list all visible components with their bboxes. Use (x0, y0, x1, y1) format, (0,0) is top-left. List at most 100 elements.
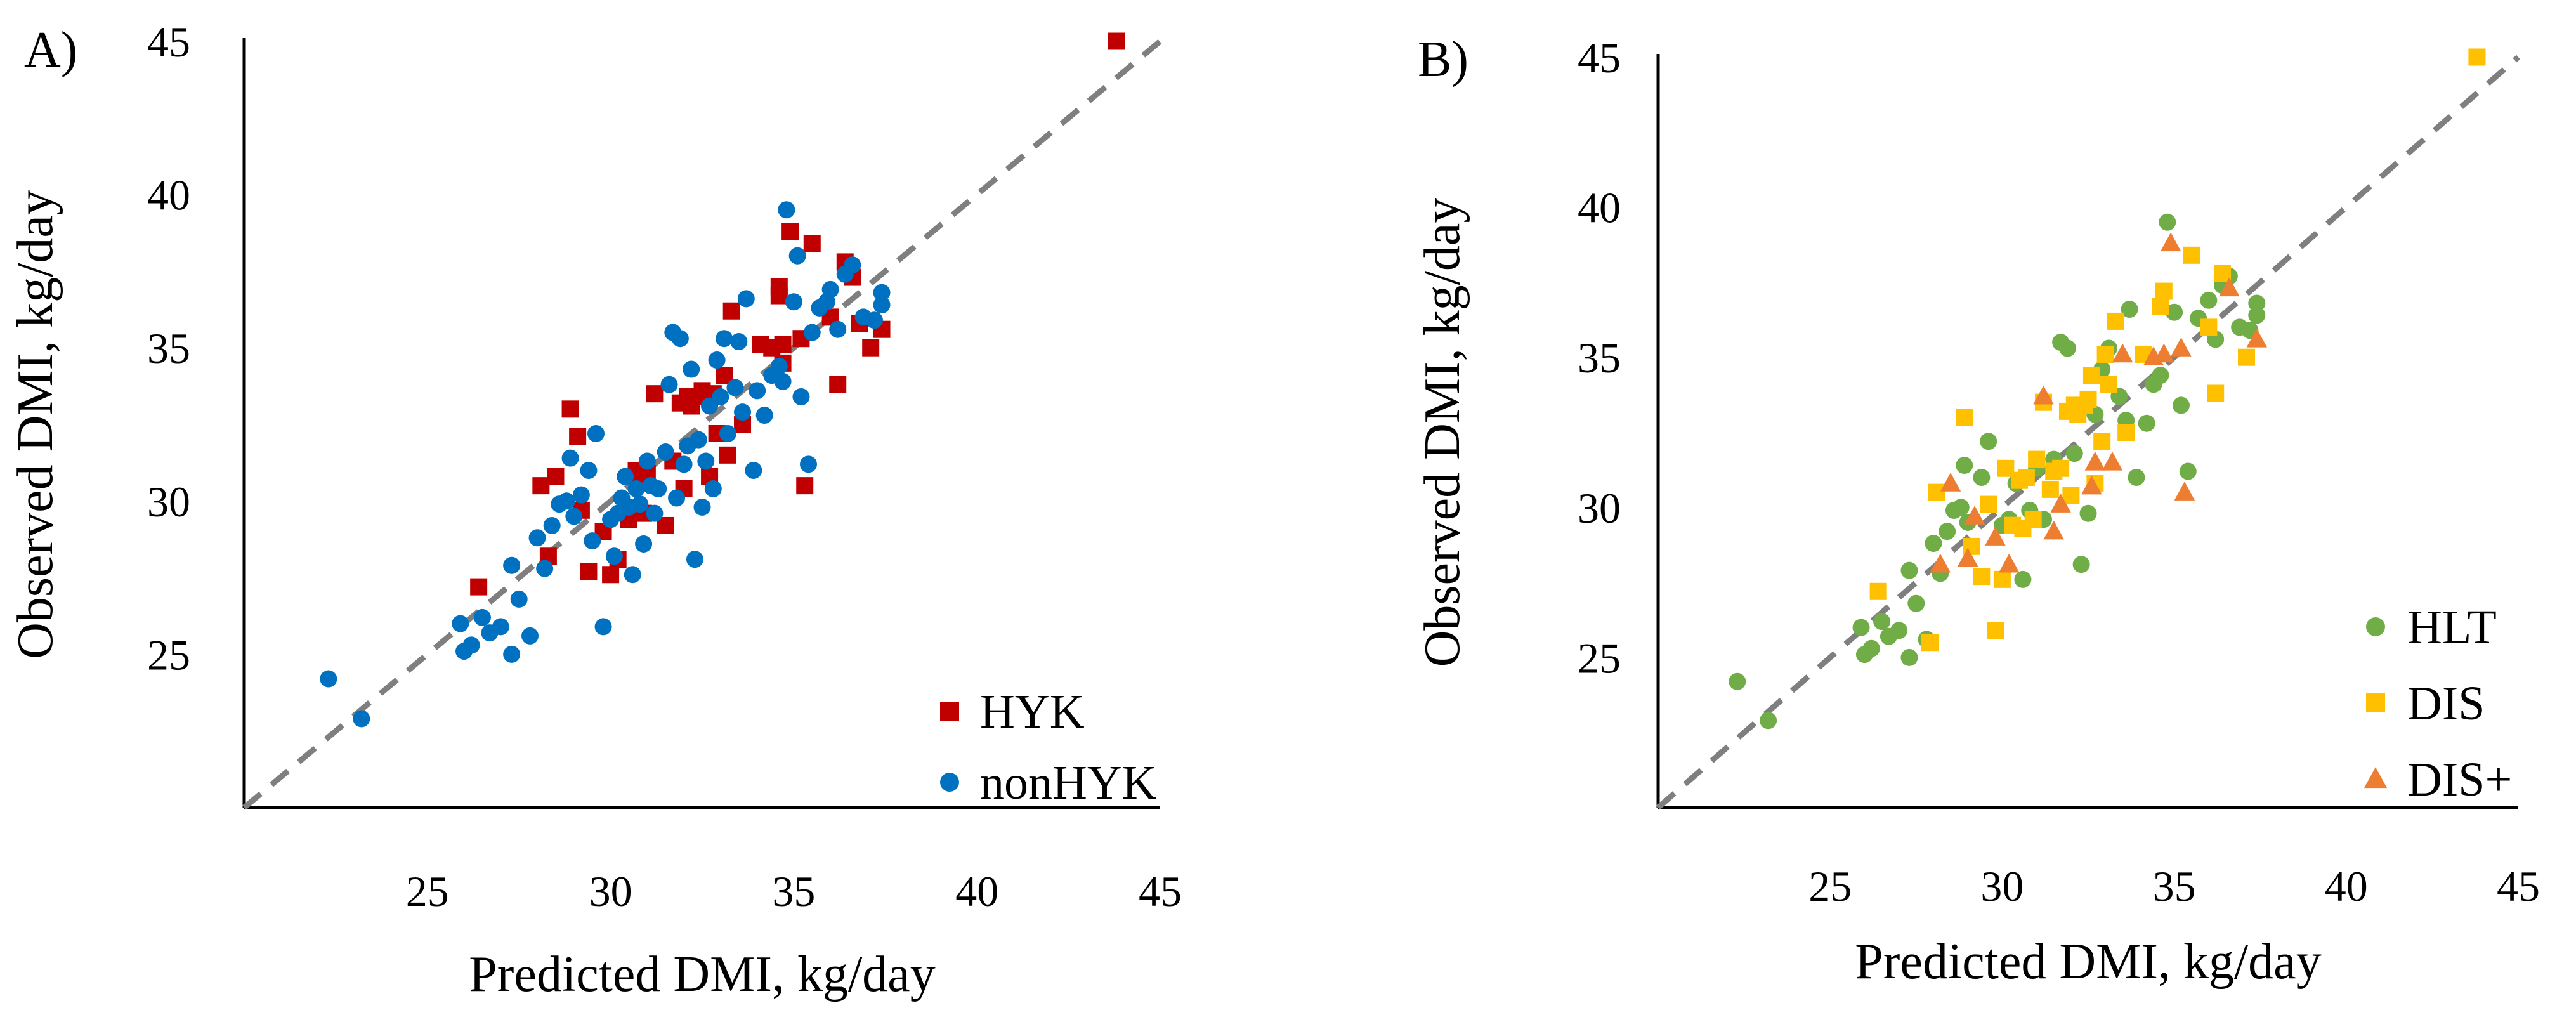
data-point (693, 498, 711, 516)
data-point (737, 290, 755, 308)
data-point (2100, 376, 2118, 393)
panel-b-scatter-plot: B) 25 30 35 40 45 25 30 35 40 45 Predicted DMI, kg/… (1415, 32, 2540, 990)
data-point (1964, 505, 1985, 525)
data-point (2028, 450, 2046, 468)
legend-label: HLT (2407, 601, 2497, 654)
data-point (712, 388, 729, 406)
y-tick-label: 30 (1578, 484, 1621, 532)
series-dis-plus (1930, 232, 2267, 573)
data-point (683, 360, 700, 378)
data-point (2096, 345, 2114, 363)
x-tick-label: 30 (1980, 862, 2024, 910)
data-point (785, 293, 802, 311)
reference-line-1to1 (1656, 55, 2520, 810)
data-point (2207, 384, 2225, 402)
data-point (2093, 433, 2111, 450)
panel-label: B) (1418, 32, 1468, 88)
data-point (668, 489, 686, 507)
data-point (2159, 213, 2176, 231)
data-point (2107, 312, 2124, 330)
data-point (2112, 343, 2133, 363)
data-point (829, 376, 847, 393)
data-point (2248, 294, 2266, 312)
data-point (565, 508, 583, 525)
data-point (2219, 277, 2240, 297)
data-point (536, 560, 554, 577)
legend-marker (940, 702, 959, 721)
data-point (561, 449, 579, 467)
data-point (2183, 246, 2200, 264)
data-point (1729, 672, 1746, 690)
data-point (2043, 520, 2064, 540)
y-tick-label: 45 (147, 18, 190, 66)
y-tick-label: 40 (1578, 184, 1621, 232)
data-point (1760, 712, 1777, 730)
y-tick-label: 35 (1578, 334, 1621, 382)
data-point (2084, 451, 2106, 471)
y-tick-label: 30 (147, 478, 190, 526)
data-point (770, 278, 788, 296)
data-point (2468, 48, 2486, 66)
data-point (646, 504, 664, 522)
reference-line-1to1 (242, 39, 1162, 810)
data-point (584, 532, 601, 550)
data-point (1873, 613, 1891, 631)
data-point (719, 424, 736, 442)
data-point (704, 480, 722, 497)
data-point (1957, 547, 1978, 567)
data-point (561, 400, 579, 418)
data-point (503, 645, 521, 663)
data-point (1869, 582, 1887, 600)
data-point (2166, 303, 2183, 321)
data-point (605, 547, 623, 565)
data-point (774, 336, 792, 353)
data-point (2072, 556, 2090, 573)
data-point (2172, 396, 2190, 414)
series-dis (1869, 48, 2486, 652)
panel-a-scatter-plot: A) 25 30 35 40 45 25 30 35 40 45 Predicted DMI, kg/… (8, 18, 1182, 1002)
data-point (587, 424, 605, 442)
data-point (745, 461, 762, 479)
legend: HYK nonHYK (940, 685, 1157, 809)
data-point (719, 446, 736, 464)
data-point (470, 578, 488, 596)
data-point (755, 407, 773, 424)
data-point (1930, 553, 1951, 573)
data-point (627, 480, 645, 497)
data-point (510, 590, 528, 608)
data-point (2041, 480, 2059, 498)
data-point (821, 280, 839, 298)
data-point (594, 618, 612, 636)
data-point (602, 566, 620, 584)
x-tick-label: 40 (2325, 862, 2368, 910)
data-point (2014, 570, 2032, 588)
data-point (2081, 475, 2102, 495)
data-point (558, 492, 575, 510)
data-point (657, 443, 674, 461)
data-point (2024, 511, 2042, 528)
data-point (1956, 457, 1973, 475)
data-point (770, 357, 788, 375)
data-point (675, 455, 693, 473)
data-point (749, 382, 766, 400)
data-point (2160, 232, 2181, 252)
data-point (2128, 468, 2145, 486)
data-point (2152, 367, 2169, 384)
data-point (660, 376, 678, 393)
legend-label: DIS+ (2407, 753, 2512, 806)
data-point (631, 495, 649, 513)
data-point (2200, 291, 2218, 309)
data-point (1928, 483, 1945, 501)
data-point (829, 320, 847, 338)
x-tick-label: 35 (2153, 862, 2196, 910)
data-point (803, 235, 821, 252)
legend-marker (2364, 767, 2387, 789)
data-point (2017, 468, 2035, 486)
data-point (873, 284, 891, 301)
legend-marker (2366, 693, 2385, 712)
data-point (2117, 424, 2135, 441)
data-point (2179, 462, 2197, 480)
data-point (1980, 495, 1997, 513)
data-point (2248, 306, 2266, 324)
data-point (844, 256, 861, 274)
